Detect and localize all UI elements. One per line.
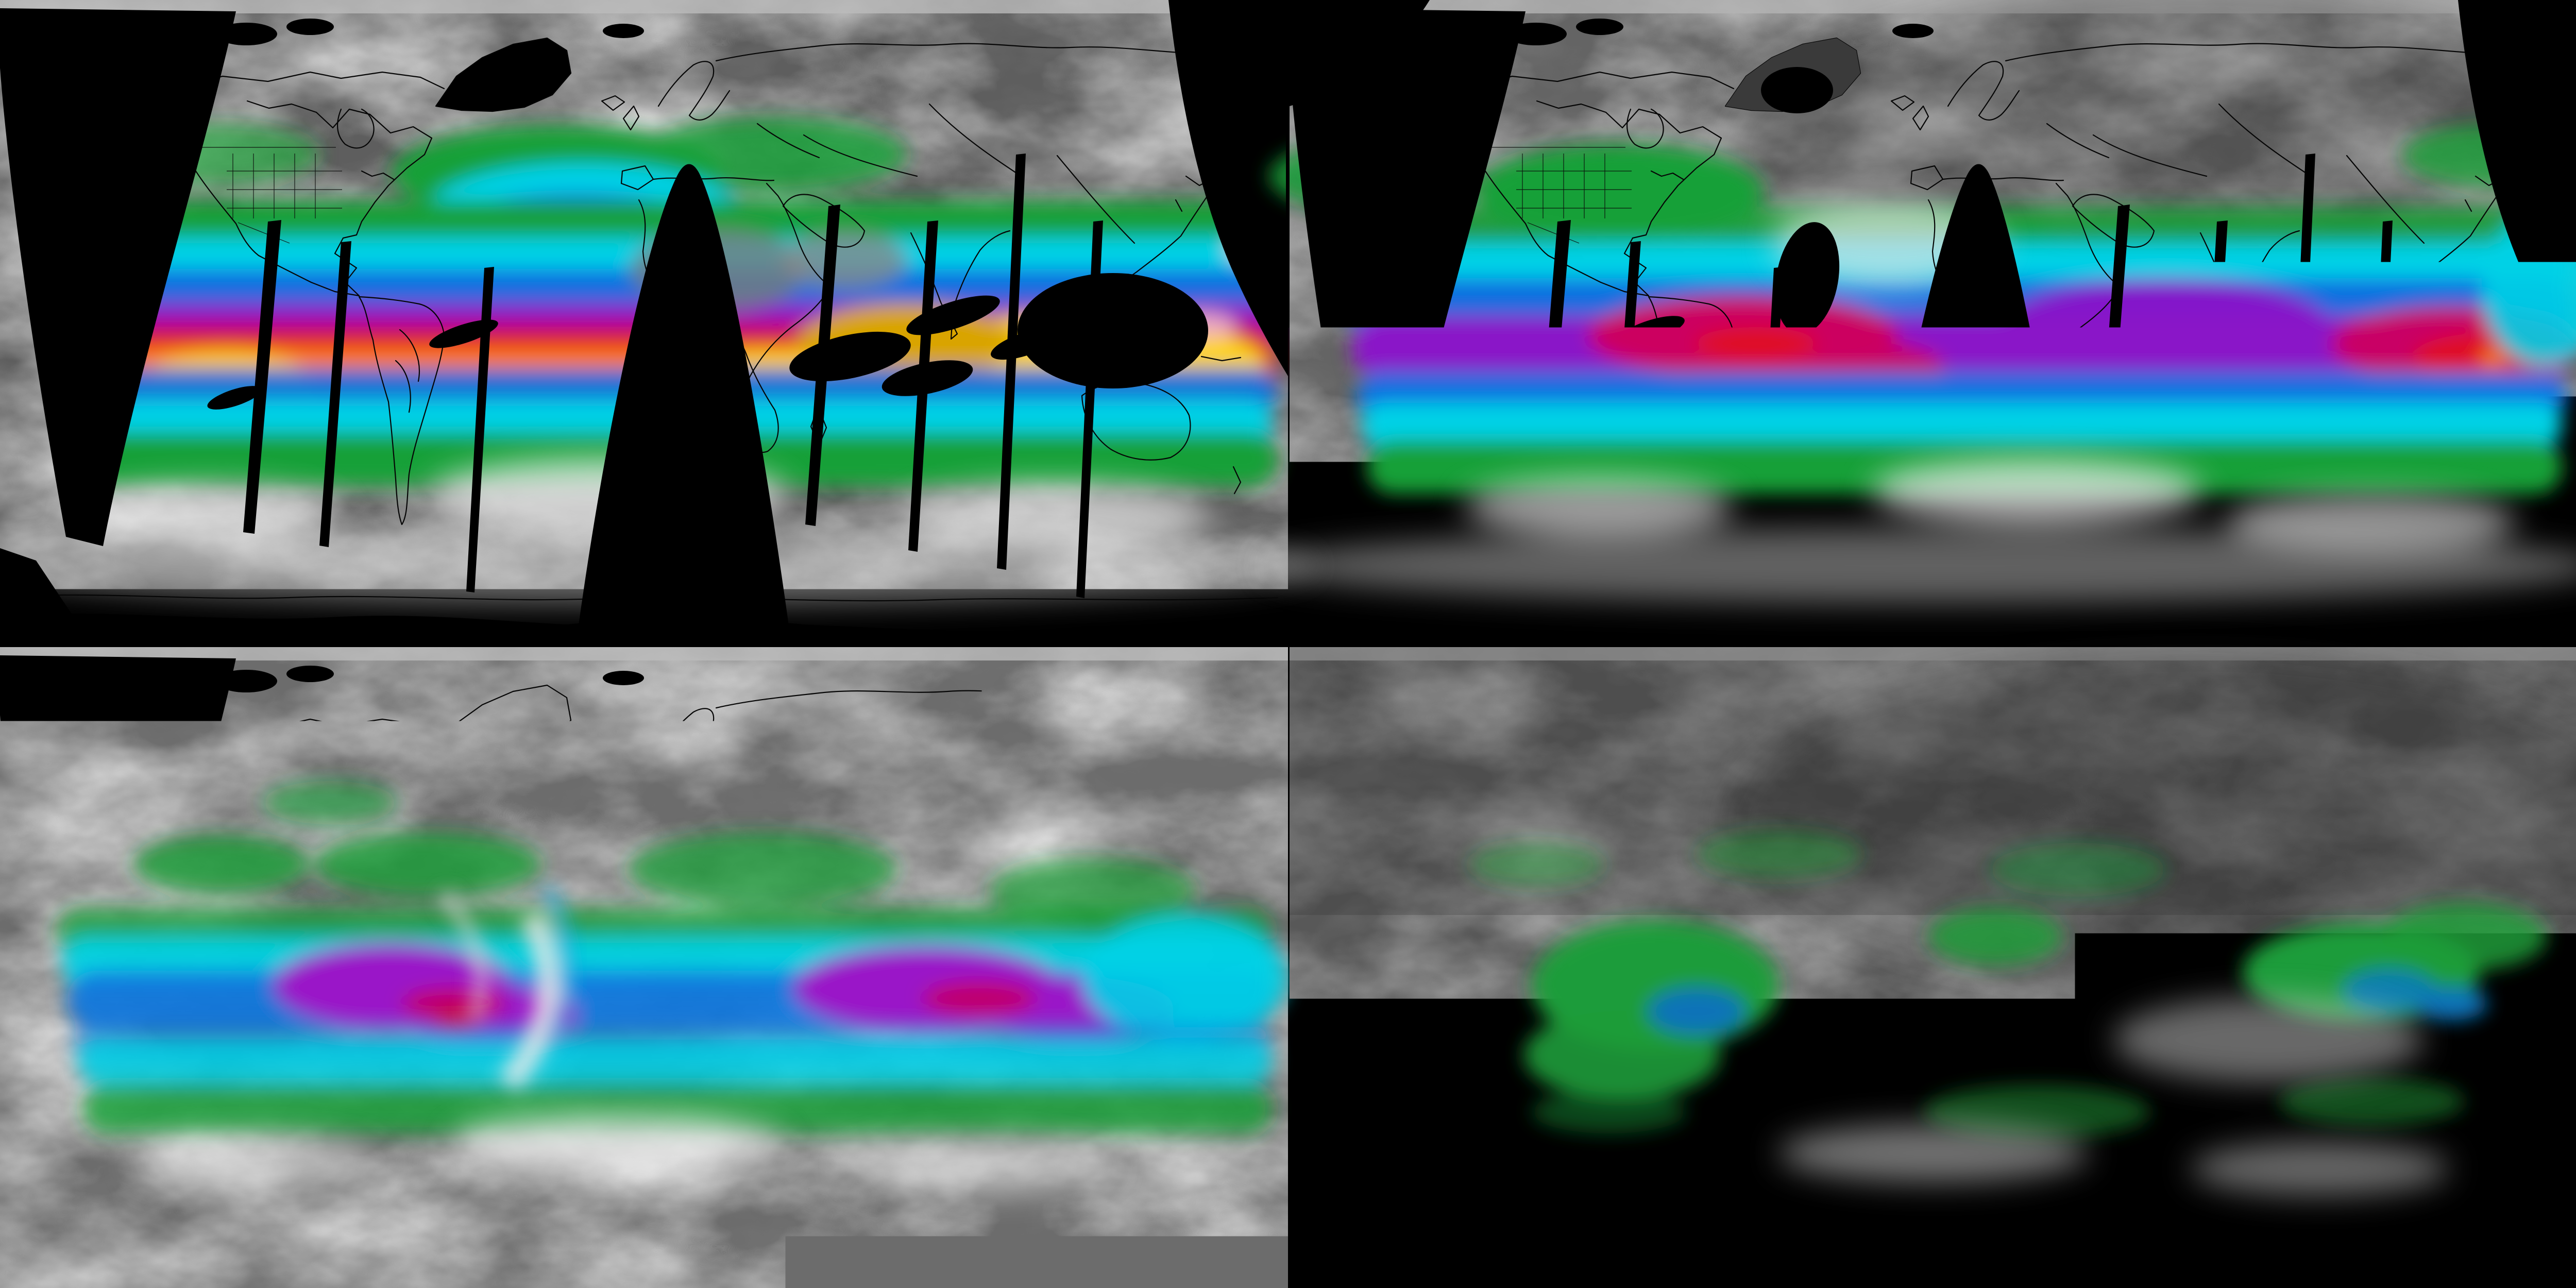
alpw-quadrant-image: Advected to 2025-NOV-11 21:00:00.00 (UTC… xyxy=(0,0,2576,1288)
panel-bottom-right xyxy=(1290,647,2576,1288)
timestamp-caption: Advected to 2025-NOV-11 21:00:00.00 (UTC… xyxy=(791,635,1286,648)
horizontal-panel-divider xyxy=(0,643,2576,647)
panel-top-right xyxy=(1264,0,2576,656)
greenland-missing-data xyxy=(1761,67,1833,113)
panel-bottom-left xyxy=(0,647,1314,1288)
panel-top-left xyxy=(0,0,1314,656)
alpw-quadrant-display: Advected to 2025-NOV-11 21:00:00.00 (UTC… xyxy=(0,0,2576,1288)
